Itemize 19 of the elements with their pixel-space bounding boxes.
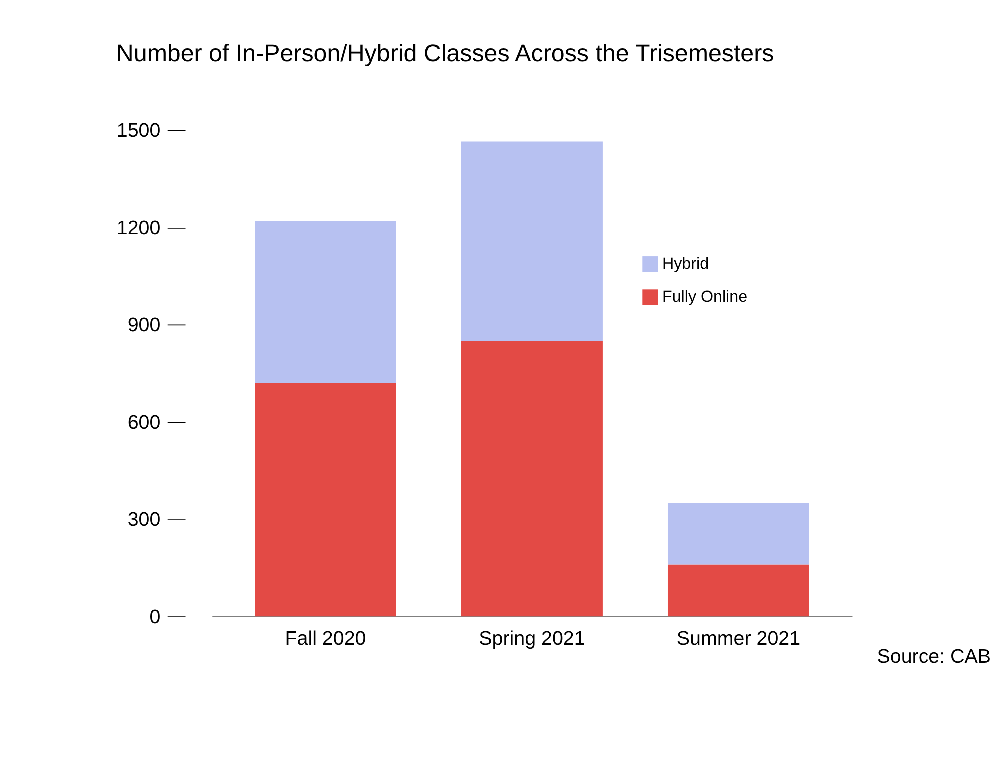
- bar: [255, 383, 396, 617]
- y-tick-label: 1500: [116, 120, 161, 142]
- y-tick-label: 1200: [116, 217, 161, 240]
- y-tick-label: 600: [128, 412, 161, 434]
- y-tick-label: 300: [128, 509, 161, 532]
- legend-label: Hybrid: [662, 254, 710, 273]
- x-tick-label: Fall 2020: [285, 628, 366, 650]
- legend-label: Fully Online: [662, 288, 748, 306]
- bar: [462, 341, 603, 617]
- x-tick-label: Spring 2021: [479, 628, 586, 650]
- source-note: Source: CAB: [877, 646, 992, 668]
- x-tick-label: Summer 2021: [676, 628, 801, 650]
- y-tick-label: 0: [150, 606, 161, 628]
- chart-title: Number of In-Person/Hybrid Classes Across the Trisemesters: [116, 40, 774, 68]
- bar: [668, 503, 810, 565]
- bar: [255, 221, 396, 384]
- bar: [462, 142, 603, 342]
- y-tick-label: 900: [128, 314, 161, 337]
- bar: [668, 564, 810, 617]
